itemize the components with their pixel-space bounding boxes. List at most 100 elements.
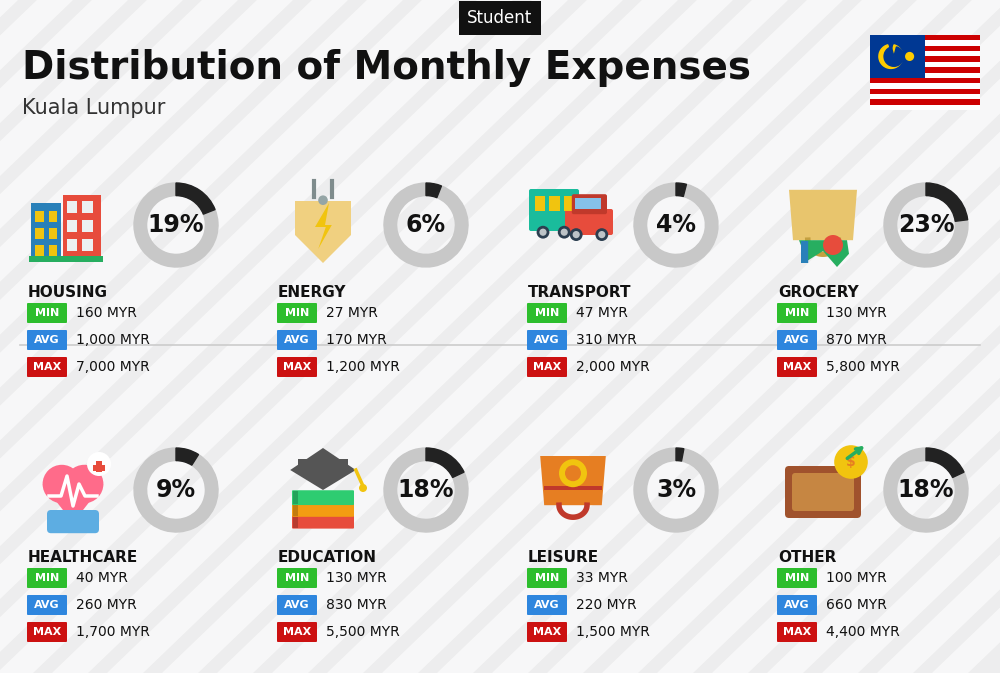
FancyBboxPatch shape [277, 595, 317, 615]
Text: 310 MYR: 310 MYR [576, 333, 637, 347]
FancyBboxPatch shape [49, 211, 57, 222]
Polygon shape [290, 448, 356, 490]
FancyBboxPatch shape [82, 220, 93, 232]
FancyBboxPatch shape [801, 241, 808, 263]
FancyBboxPatch shape [564, 197, 574, 211]
Circle shape [65, 465, 103, 503]
Text: MIN: MIN [785, 308, 809, 318]
Text: MAX: MAX [533, 362, 561, 372]
Circle shape [595, 228, 608, 241]
Text: 47 MYR: 47 MYR [576, 306, 628, 320]
FancyBboxPatch shape [27, 330, 67, 350]
FancyBboxPatch shape [777, 357, 817, 377]
Wedge shape [634, 448, 718, 532]
FancyBboxPatch shape [870, 78, 980, 83]
FancyBboxPatch shape [27, 622, 67, 642]
Wedge shape [176, 183, 215, 214]
FancyBboxPatch shape [870, 83, 980, 89]
FancyBboxPatch shape [35, 211, 44, 222]
Text: 1,000 MYR: 1,000 MYR [76, 333, 150, 347]
Text: 4,400 MYR: 4,400 MYR [826, 625, 900, 639]
FancyBboxPatch shape [292, 490, 354, 505]
Text: AVG: AVG [284, 600, 310, 610]
FancyBboxPatch shape [93, 465, 105, 471]
Circle shape [359, 484, 367, 492]
FancyBboxPatch shape [527, 595, 567, 615]
FancyBboxPatch shape [67, 201, 77, 213]
Text: 5,800 MYR: 5,800 MYR [826, 360, 900, 374]
Text: 2,000 MYR: 2,000 MYR [576, 360, 650, 374]
Text: 100 MYR: 100 MYR [826, 571, 887, 585]
FancyBboxPatch shape [27, 303, 67, 323]
FancyBboxPatch shape [870, 89, 980, 94]
FancyBboxPatch shape [777, 330, 817, 350]
FancyBboxPatch shape [31, 203, 61, 257]
Wedge shape [134, 448, 218, 532]
FancyBboxPatch shape [575, 198, 601, 209]
FancyBboxPatch shape [82, 201, 93, 213]
FancyBboxPatch shape [777, 568, 817, 588]
FancyBboxPatch shape [35, 244, 44, 256]
Circle shape [318, 195, 328, 205]
FancyBboxPatch shape [27, 568, 67, 588]
Circle shape [823, 235, 843, 255]
Wedge shape [884, 448, 968, 532]
FancyBboxPatch shape [49, 227, 57, 239]
FancyBboxPatch shape [293, 515, 298, 528]
Text: 170 MYR: 170 MYR [326, 333, 387, 347]
Wedge shape [384, 183, 468, 267]
Text: ENERGY: ENERGY [278, 285, 347, 300]
Circle shape [558, 226, 571, 239]
Text: Student: Student [467, 9, 533, 27]
Text: 23%: 23% [898, 213, 954, 237]
Wedge shape [926, 448, 964, 477]
FancyBboxPatch shape [529, 189, 579, 231]
Text: 830 MYR: 830 MYR [326, 598, 387, 612]
Text: 1,500 MYR: 1,500 MYR [576, 625, 650, 639]
FancyBboxPatch shape [82, 239, 93, 250]
Text: MIN: MIN [285, 308, 309, 318]
Wedge shape [426, 183, 441, 198]
Text: 5,500 MYR: 5,500 MYR [326, 625, 400, 639]
Circle shape [537, 226, 549, 239]
Text: MAX: MAX [533, 627, 561, 637]
Text: 3%: 3% [656, 478, 696, 502]
Text: 9%: 9% [156, 478, 196, 502]
Wedge shape [134, 183, 218, 267]
Text: 40 MYR: 40 MYR [76, 571, 128, 585]
Text: MAX: MAX [283, 362, 311, 372]
Text: 130 MYR: 130 MYR [826, 306, 887, 320]
FancyBboxPatch shape [527, 568, 567, 588]
FancyBboxPatch shape [527, 357, 567, 377]
Text: TRANSPORT: TRANSPORT [528, 285, 632, 300]
FancyBboxPatch shape [870, 57, 980, 62]
FancyBboxPatch shape [298, 459, 348, 470]
FancyBboxPatch shape [277, 622, 317, 642]
Text: MIN: MIN [535, 573, 559, 583]
Polygon shape [315, 203, 332, 249]
FancyBboxPatch shape [777, 303, 817, 323]
FancyBboxPatch shape [96, 461, 102, 472]
Polygon shape [295, 201, 351, 263]
FancyBboxPatch shape [870, 46, 980, 51]
FancyBboxPatch shape [785, 466, 861, 518]
FancyBboxPatch shape [67, 239, 77, 250]
Polygon shape [540, 456, 606, 505]
FancyBboxPatch shape [549, 197, 560, 211]
Text: AVG: AVG [534, 600, 560, 610]
FancyBboxPatch shape [870, 62, 980, 67]
Wedge shape [884, 47, 904, 66]
FancyBboxPatch shape [870, 35, 980, 40]
Circle shape [598, 231, 605, 238]
Circle shape [573, 231, 580, 238]
Text: Kuala Lumpur: Kuala Lumpur [22, 98, 165, 118]
FancyBboxPatch shape [870, 94, 980, 100]
Text: 18%: 18% [398, 478, 454, 502]
FancyBboxPatch shape [565, 209, 613, 235]
FancyBboxPatch shape [527, 622, 567, 642]
Text: 160 MYR: 160 MYR [76, 306, 137, 320]
FancyBboxPatch shape [293, 503, 298, 516]
Text: 660 MYR: 660 MYR [826, 598, 887, 612]
Wedge shape [384, 448, 468, 532]
Circle shape [570, 228, 583, 241]
